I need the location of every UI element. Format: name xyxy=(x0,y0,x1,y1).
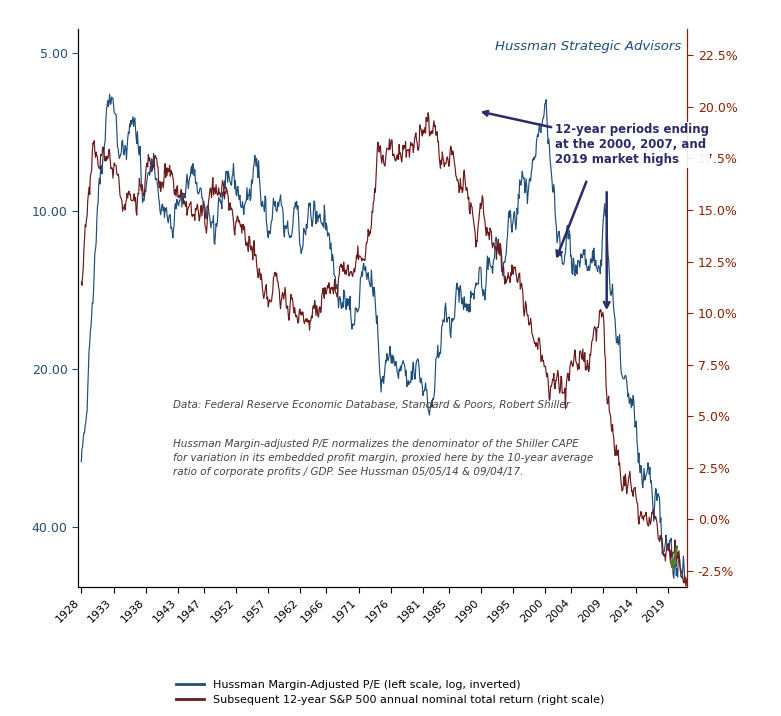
Text: Data: Federal Reserve Economic Database, Standard & Poors, Robert Shiller: Data: Federal Reserve Economic Database,… xyxy=(173,400,569,410)
Text: Hussman Margin-adjusted P/E normalizes the denominator of the Shiller CAPE
for v: Hussman Margin-adjusted P/E normalizes t… xyxy=(173,439,593,477)
Legend: Hussman Margin-Adjusted P/E (left scale, log, inverted), Subsequent 12-year S&P : Hussman Margin-Adjusted P/E (left scale,… xyxy=(172,675,609,710)
Text: 12-year periods ending
at the 2000, 2007, and
2019 market highs: 12-year periods ending at the 2000, 2007… xyxy=(483,111,709,166)
Text: Hussman Strategic Advisors: Hussman Strategic Advisors xyxy=(495,40,681,53)
